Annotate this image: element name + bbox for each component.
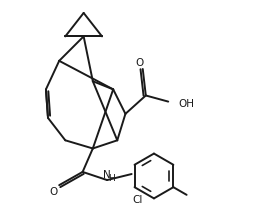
- Text: N: N: [103, 169, 111, 179]
- Text: Cl: Cl: [132, 194, 143, 204]
- Text: O: O: [49, 186, 58, 196]
- Text: H: H: [108, 173, 114, 182]
- Text: OH: OH: [178, 98, 195, 108]
- Text: O: O: [135, 57, 143, 68]
